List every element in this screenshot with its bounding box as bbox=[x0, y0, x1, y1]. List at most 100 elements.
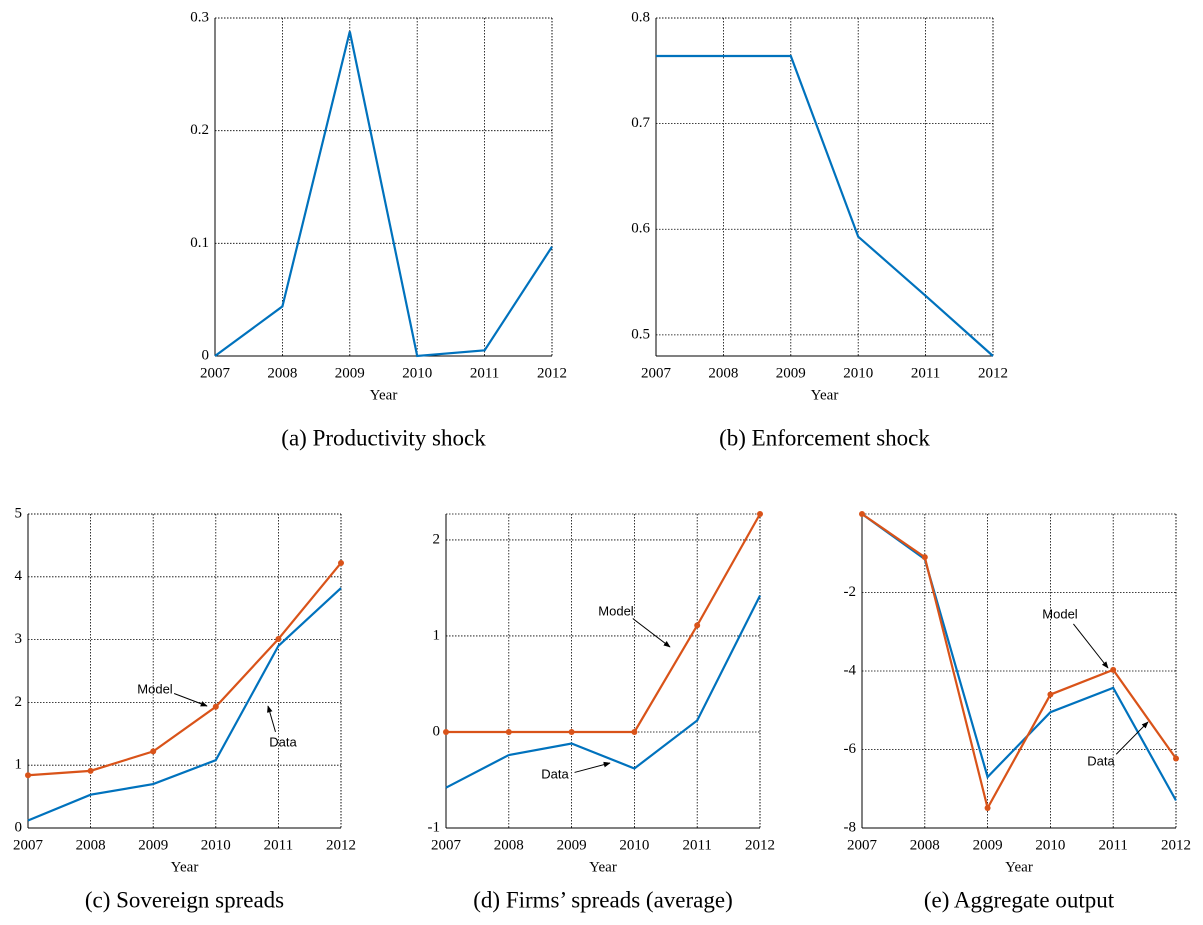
data-point bbox=[1047, 691, 1054, 698]
x-tick-label: 2009 bbox=[557, 837, 587, 853]
caption: (d) Firms’ spreads (average) bbox=[473, 887, 733, 912]
x-tick-label: 2012 bbox=[537, 365, 567, 381]
y-tick-label: 0 bbox=[15, 819, 23, 835]
x-tick-label: 2007 bbox=[847, 837, 878, 853]
data-point bbox=[275, 635, 282, 642]
data-point bbox=[1110, 666, 1117, 673]
y-tick-label: 0 bbox=[433, 723, 441, 739]
x-tick-label: 2009 bbox=[335, 365, 365, 381]
x-tick-label: 2008 bbox=[494, 837, 524, 853]
y-tick-label: -8 bbox=[844, 819, 857, 835]
x-tick-label: 2010 bbox=[619, 837, 649, 853]
annotation: Model bbox=[137, 681, 173, 696]
y-tick-label: 0 bbox=[202, 347, 210, 363]
caption: (c) Sovereign spreads bbox=[85, 887, 284, 912]
x-tick-label: 2012 bbox=[1161, 837, 1191, 853]
data-line bbox=[446, 513, 761, 734]
x-tick-label: 2008 bbox=[76, 837, 106, 853]
data-point bbox=[25, 772, 31, 779]
x-axis-label: Year bbox=[370, 387, 398, 403]
data-line bbox=[445, 595, 761, 789]
y-tick-label: 2 bbox=[433, 531, 441, 547]
annotation-arrow bbox=[173, 693, 208, 707]
x-tick-label: 2007 bbox=[200, 365, 231, 381]
x-tick-label: 2007 bbox=[641, 365, 672, 381]
x-tick-label: 2011 bbox=[1098, 837, 1127, 853]
y-tick-label: 2 bbox=[15, 694, 23, 710]
y-tick-label: 3 bbox=[15, 631, 23, 647]
y-tick-label: -1 bbox=[428, 819, 441, 835]
x-tick-label: 2012 bbox=[978, 365, 1008, 381]
x-tick-label: 2009 bbox=[776, 365, 806, 381]
data-point bbox=[694, 622, 701, 629]
annotation-arrow bbox=[574, 761, 611, 773]
x-tick-label: 2012 bbox=[745, 837, 775, 853]
y-tick-label: 5 bbox=[15, 505, 23, 521]
data-line bbox=[656, 54, 994, 357]
x-tick-label: 2008 bbox=[267, 365, 297, 381]
x-tick-label: 2012 bbox=[326, 837, 356, 853]
data-point bbox=[757, 511, 763, 517]
y-tick-label: 0.2 bbox=[190, 122, 209, 138]
data-line bbox=[27, 562, 342, 777]
data-point bbox=[859, 511, 865, 517]
x-tick-label: 2009 bbox=[138, 837, 168, 853]
data-line bbox=[861, 513, 1177, 802]
y-tick-label: -2 bbox=[844, 584, 857, 600]
data-line bbox=[27, 587, 342, 822]
x-axis-label: Year bbox=[1005, 859, 1033, 875]
data-point bbox=[443, 728, 449, 735]
data-point bbox=[87, 767, 94, 774]
annotation: Data bbox=[541, 766, 569, 781]
x-axis-label: Year bbox=[171, 859, 199, 875]
y-tick-label: 4 bbox=[15, 568, 23, 584]
caption: (a) Productivity shock bbox=[281, 425, 486, 450]
data-point bbox=[984, 804, 991, 811]
y-tick-label: 1 bbox=[433, 627, 441, 643]
y-tick-label: -6 bbox=[844, 741, 857, 757]
data-line bbox=[861, 513, 1177, 811]
data-point bbox=[921, 554, 928, 561]
data-point bbox=[505, 728, 512, 735]
annotation-arrow bbox=[1073, 623, 1109, 669]
y-tick-label: 0.3 bbox=[190, 9, 209, 25]
x-tick-label: 2008 bbox=[708, 365, 738, 381]
data-point bbox=[338, 559, 344, 566]
annotation: Model bbox=[1042, 606, 1078, 621]
x-tick-label: 2010 bbox=[402, 365, 432, 381]
x-tick-label: 2010 bbox=[1035, 837, 1065, 853]
x-tick-label: 2011 bbox=[911, 365, 940, 381]
data-point bbox=[150, 748, 157, 755]
x-tick-label: 2007 bbox=[431, 837, 462, 853]
x-tick-label: 2009 bbox=[973, 837, 1003, 853]
data-line bbox=[214, 31, 553, 358]
data-point bbox=[212, 703, 219, 710]
annotation-arrow bbox=[632, 618, 671, 648]
data-point bbox=[631, 728, 638, 735]
y-tick-label: 0.1 bbox=[190, 235, 209, 251]
annotation-arrow bbox=[1115, 721, 1149, 755]
y-tick-label: 0.6 bbox=[631, 221, 650, 237]
y-tick-label: 0.7 bbox=[631, 115, 650, 131]
y-tick-label: 0.8 bbox=[631, 9, 650, 25]
x-axis-label: Year bbox=[589, 859, 617, 875]
x-tick-label: 2010 bbox=[843, 365, 873, 381]
annotation: Data bbox=[1087, 753, 1115, 768]
y-tick-label: 0.5 bbox=[631, 326, 650, 342]
caption: (b) Enforcement shock bbox=[719, 425, 930, 450]
x-axis-label: Year bbox=[811, 387, 839, 403]
annotation-arrow bbox=[267, 705, 276, 733]
y-tick-label: -4 bbox=[844, 662, 857, 678]
x-tick-label: 2011 bbox=[470, 365, 499, 381]
x-tick-label: 2008 bbox=[910, 837, 940, 853]
x-tick-label: 2010 bbox=[201, 837, 231, 853]
data-point bbox=[1173, 755, 1179, 762]
x-tick-label: 2011 bbox=[682, 837, 711, 853]
caption: (e) Aggregate output bbox=[924, 887, 1115, 912]
annotation: Data bbox=[269, 734, 297, 749]
annotation: Model bbox=[598, 603, 634, 618]
x-tick-label: 2011 bbox=[264, 837, 293, 853]
x-tick-label: 2007 bbox=[13, 837, 44, 853]
